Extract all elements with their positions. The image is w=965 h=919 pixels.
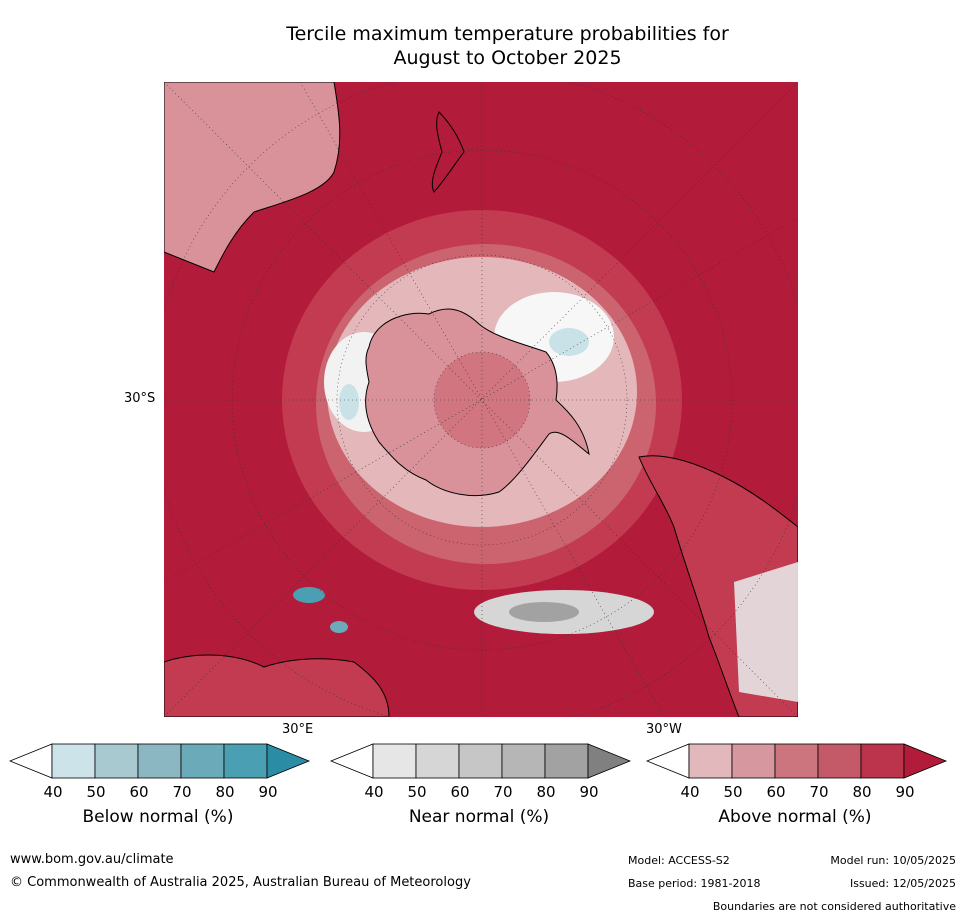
colorbar-swatch: [774, 743, 819, 779]
map-canvas: [164, 82, 798, 717]
model-run-date: Model run: 10/05/2025: [830, 854, 956, 867]
title-line-1: Tercile maximum temperature probabilitie…: [286, 23, 729, 45]
colorbar-swatch: [731, 743, 776, 779]
colorbar-tick: 60: [450, 783, 470, 801]
colorbar-above-normal: 40 50 60 70 80 90 Above normal (%): [645, 743, 948, 863]
colorbar-tick: 80: [852, 783, 872, 801]
colorbar-swatch: [544, 743, 589, 779]
colorbar-tick: 90: [579, 783, 599, 801]
colorbar-below-normal: 40 50 60 70 80 90 Below normal (%): [8, 743, 311, 863]
map-title: Tercile maximum temperature probabilitie…: [160, 22, 855, 70]
below-normal-spot-1: [293, 587, 325, 603]
colorbar-arrow-low: [645, 743, 690, 779]
longitude-label-west: 30°W: [646, 722, 682, 737]
near-normal-core: [509, 602, 579, 622]
title-line-2: August to October 2025: [393, 47, 622, 69]
copyright-notice: © Commonwealth of Australia 2025, Austra…: [10, 875, 471, 890]
colorbar-swatch: [51, 743, 96, 779]
longitude-label-east: 30°E: [282, 722, 314, 737]
below-normal-patch-west: [339, 384, 359, 420]
graticule: [164, 82, 798, 717]
colorbar-label: Near normal (%): [408, 807, 550, 827]
colorbar-label: Above normal (%): [718, 807, 872, 827]
colorbar-swatch: [817, 743, 862, 779]
colorbar-tick: 50: [86, 783, 106, 801]
antarctic-interior: [434, 352, 530, 448]
colorbar-tick: 40: [364, 783, 384, 801]
disclaimer: Boundaries are not considered authoritat…: [712, 900, 956, 913]
colorbar-tick: 40: [680, 783, 700, 801]
colorbar-tick: 50: [407, 783, 427, 801]
landmass-bottom-left: [164, 654, 390, 717]
colorbar-tick: 80: [215, 783, 235, 801]
colorbar-tick: 40: [43, 783, 63, 801]
colorbar-tick: 70: [493, 783, 513, 801]
website-url[interactable]: www.bom.gov.au/climate: [10, 852, 174, 867]
probability-map: [164, 82, 798, 717]
below-normal-patch: [549, 328, 589, 356]
landmass-top-left: [164, 82, 341, 273]
colorbar-arrow-high: [903, 743, 948, 779]
colorbar-tick: 70: [809, 783, 829, 801]
colorbar-swatch: [372, 743, 417, 779]
colorbar-arrow-low: [329, 743, 374, 779]
colorbar-tick: 90: [895, 783, 915, 801]
below-normal-spot-2: [330, 621, 348, 633]
base-period: Base period: 1981-2018: [628, 877, 761, 890]
island-top: [431, 111, 465, 193]
colorbar-swatch: [458, 743, 503, 779]
colorbar-above-swatches: [645, 743, 948, 779]
issued-date: Issued: 12/05/2025: [849, 877, 956, 890]
colorbar-arrow-high: [266, 743, 311, 779]
model-name: Model: ACCESS-S2: [628, 854, 730, 867]
colorbar-near-swatches: [329, 743, 632, 779]
colorbar-swatch: [501, 743, 546, 779]
latitude-label: 30°S: [124, 391, 156, 406]
colorbar-tick: 80: [536, 783, 556, 801]
colorbar-label: Below normal (%): [82, 807, 234, 827]
colorbar-below-swatches: [8, 743, 311, 779]
colorbar-tick: 60: [766, 783, 786, 801]
colorbar-swatch: [860, 743, 905, 779]
near-normal-region-right: [734, 562, 798, 702]
colorbar-tick: 50: [723, 783, 743, 801]
colorbar-tick: 90: [258, 783, 278, 801]
colorbar-swatch: [137, 743, 182, 779]
colorbar-swatch: [94, 743, 139, 779]
colorbar-near-normal: 40 50 60 70 80 90 Near normal (%): [329, 743, 632, 863]
colorbar-swatch: [415, 743, 460, 779]
colorbar-swatch: [180, 743, 225, 779]
colorbar-swatch: [688, 743, 733, 779]
colorbar-swatch: [223, 743, 268, 779]
colorbar-arrow-low: [8, 743, 53, 779]
colorbar-arrow-high: [587, 743, 632, 779]
colorbar-tick: 60: [129, 783, 149, 801]
colorbar-tick: 70: [172, 783, 192, 801]
